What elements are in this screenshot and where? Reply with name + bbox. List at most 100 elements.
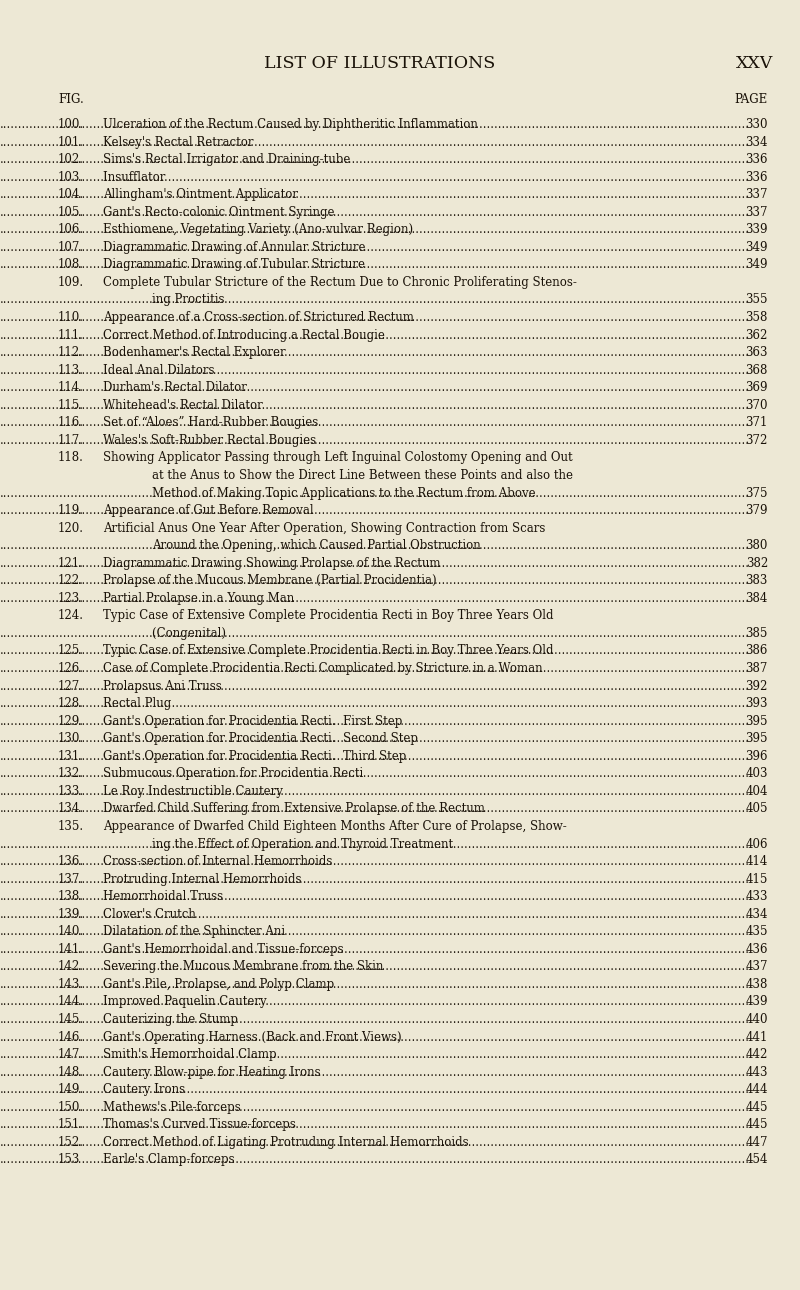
Text: 371: 371 [746, 417, 768, 430]
Text: Hemorrhoidal Truss: Hemorrhoidal Truss [103, 890, 227, 903]
Text: 143.: 143. [58, 978, 84, 991]
Text: 102.: 102. [58, 154, 84, 166]
Text: 336: 336 [746, 170, 768, 183]
Text: Ideal Anal Dilators: Ideal Anal Dilators [103, 364, 218, 377]
Text: ................................................................................: ........................................… [0, 715, 750, 728]
Text: ................................................................................: ........................................… [0, 697, 750, 711]
Text: 383: 383 [746, 574, 768, 587]
Text: 130.: 130. [58, 733, 84, 746]
Text: ................................................................................: ........................................… [0, 925, 750, 938]
Text: 112.: 112. [58, 346, 84, 359]
Text: 440: 440 [746, 1013, 768, 1026]
Text: ................................................................................: ........................................… [0, 382, 750, 395]
Text: ................................................................................: ........................................… [0, 364, 750, 377]
Text: ................................................................................: ........................................… [0, 1066, 750, 1078]
Text: Severing the Mucous Membrane from the Skin: Severing the Mucous Membrane from the Sk… [103, 960, 383, 974]
Text: 435: 435 [746, 925, 768, 938]
Text: Gant's Operation for Procidentia Recti.  Third Step: Gant's Operation for Procidentia Recti. … [103, 749, 410, 762]
Text: Method of Making Topic Applications to the Rectum from Above: Method of Making Topic Applications to t… [152, 486, 536, 499]
Text: ................................................................................: ........................................… [0, 645, 750, 658]
Text: 393: 393 [746, 697, 768, 711]
Text: Cautery Blow-pipe for Heating Irons: Cautery Blow-pipe for Heating Irons [103, 1066, 321, 1078]
Text: 380: 380 [746, 539, 768, 552]
Text: 123.: 123. [58, 592, 84, 605]
Text: Earle's Clamp-forceps: Earle's Clamp-forceps [103, 1153, 234, 1166]
Text: 375: 375 [746, 486, 768, 499]
Text: Showing Applicator Passing through Left Inguinal Colostomy Opening and Out: Showing Applicator Passing through Left … [103, 451, 573, 464]
Text: 106.: 106. [58, 223, 84, 236]
Text: 150.: 150. [58, 1100, 84, 1113]
Text: 370: 370 [746, 399, 768, 412]
Text: 124.: 124. [58, 609, 84, 622]
Text: ................................................................................: ........................................… [0, 294, 750, 307]
Text: Kelsey's Rectal Retractor: Kelsey's Rectal Retractor [103, 135, 258, 148]
Text: 384: 384 [746, 592, 768, 605]
Text: Cautery Irons: Cautery Irons [103, 1084, 189, 1096]
Text: Case of Complete Procidentia Recti Complicated by Stricture in a Woman: Case of Complete Procidentia Recti Compl… [103, 662, 542, 675]
Text: Artificial Anus One Year After Operation, Showing Contraction from Scars: Artificial Anus One Year After Operation… [103, 521, 546, 534]
Text: 120.: 120. [58, 521, 84, 534]
Text: 349: 349 [746, 258, 768, 271]
Text: 146.: 146. [58, 1031, 84, 1044]
Text: Clover's Crutch: Clover's Crutch [103, 908, 200, 921]
Text: ................................................................................: ........................................… [0, 399, 750, 412]
Text: ................................................................................: ........................................… [0, 574, 750, 587]
Text: 445: 445 [746, 1118, 768, 1131]
Text: 362: 362 [746, 329, 768, 342]
Text: 113.: 113. [58, 364, 84, 377]
Text: 137.: 137. [58, 872, 84, 886]
Text: ing the Effect of Operation and Thyroid Treatment: ing the Effect of Operation and Thyroid … [152, 837, 453, 850]
Text: Diagrammatic Drawing of Tubular Stricture: Diagrammatic Drawing of Tubular Strictur… [103, 258, 369, 271]
Text: 144.: 144. [58, 996, 84, 1009]
Text: ................................................................................: ........................................… [0, 117, 750, 132]
Text: ................................................................................: ........................................… [0, 188, 750, 201]
Text: 379: 379 [746, 504, 768, 517]
Text: 438: 438 [746, 978, 768, 991]
Text: 111.: 111. [58, 329, 84, 342]
Text: Dwarfed Child Suffering from Extensive Prolapse of the Rectum: Dwarfed Child Suffering from Extensive P… [103, 802, 485, 815]
Text: 108.: 108. [58, 258, 84, 271]
Text: Insufflator: Insufflator [103, 170, 169, 183]
Text: ................................................................................: ........................................… [0, 680, 750, 693]
Text: 443: 443 [746, 1066, 768, 1078]
Text: 103.: 103. [58, 170, 84, 183]
Text: 363: 363 [746, 346, 768, 359]
Text: 110.: 110. [58, 311, 84, 324]
Text: 404: 404 [746, 784, 768, 799]
Text: 355: 355 [746, 294, 768, 307]
Text: 153: 153 [58, 1153, 80, 1166]
Text: 147.: 147. [58, 1049, 84, 1062]
Text: 116.: 116. [58, 417, 84, 430]
Text: 330: 330 [746, 117, 768, 132]
Text: 439: 439 [746, 996, 768, 1009]
Text: 447: 447 [746, 1136, 768, 1149]
Text: 339: 339 [746, 223, 768, 236]
Text: Gant's Operation for Procidentia Recti.  First Step: Gant's Operation for Procidentia Recti. … [103, 715, 406, 728]
Text: 349: 349 [746, 241, 768, 254]
Text: Cauterizing the Stump: Cauterizing the Stump [103, 1013, 242, 1026]
Text: 109.: 109. [58, 276, 84, 289]
Text: 131.: 131. [58, 749, 84, 762]
Text: 386: 386 [746, 645, 768, 658]
Text: 105.: 105. [58, 205, 84, 219]
Text: ................................................................................: ........................................… [0, 135, 750, 148]
Text: 125.: 125. [58, 645, 84, 658]
Text: 392: 392 [746, 680, 768, 693]
Text: Protruding Internal Hemorrhoids: Protruding Internal Hemorrhoids [103, 872, 306, 886]
Text: ................................................................................: ........................................… [0, 1136, 750, 1149]
Text: ................................................................................: ........................................… [0, 1049, 750, 1062]
Text: Submucous Operation for Procidentia Recti: Submucous Operation for Procidentia Rect… [103, 768, 363, 780]
Text: 337: 337 [746, 188, 768, 201]
Text: Esthiomene, Vegetating Variety (Ano-vulvar Region): Esthiomene, Vegetating Variety (Ano-vulv… [103, 223, 413, 236]
Text: 151.: 151. [58, 1118, 84, 1131]
Text: 396: 396 [746, 749, 768, 762]
Text: ................................................................................: ........................................… [0, 154, 750, 166]
Text: 385: 385 [746, 627, 768, 640]
Text: 444: 444 [746, 1084, 768, 1096]
Text: Correct Method of Ligating Protrudıng Internal Hemorrhoids: Correct Method of Ligating Protrudıng In… [103, 1136, 469, 1149]
Text: Bodenhamer's Rectal Explorer: Bodenhamer's Rectal Explorer [103, 346, 290, 359]
Text: 122.: 122. [58, 574, 84, 587]
Text: ing Proctitis: ing Proctitis [152, 294, 228, 307]
Text: 406: 406 [746, 837, 768, 850]
Text: 368: 368 [746, 364, 768, 377]
